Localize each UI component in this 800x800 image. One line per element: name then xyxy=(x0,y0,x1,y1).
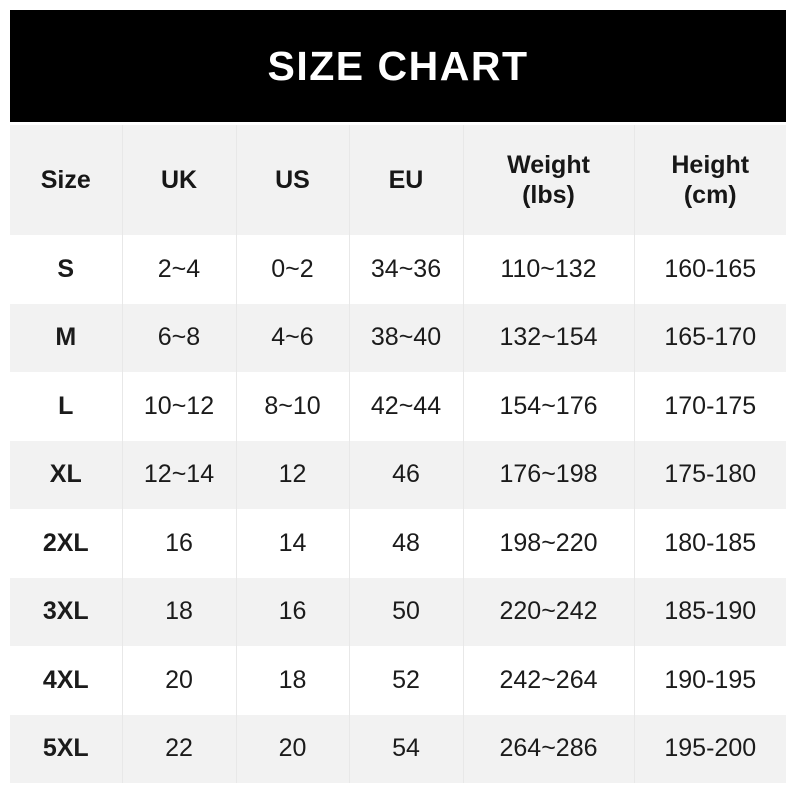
cell-uk: 6~8 xyxy=(122,303,237,372)
cell-uk: 16 xyxy=(122,509,237,578)
cell-uk: 2~4 xyxy=(122,235,237,304)
cell-size: XL xyxy=(10,440,123,509)
column-header-weight: Weight (lbs) xyxy=(463,125,635,235)
cell-size: 4XL xyxy=(10,646,123,715)
cell-eu: 34~36 xyxy=(349,235,464,304)
cell-height: 190-195 xyxy=(634,646,786,715)
cell-uk: 10~12 xyxy=(122,372,237,441)
cell-weight: 110~132 xyxy=(463,235,635,304)
cell-us: 8~10 xyxy=(236,372,350,441)
cell-eu: 46 xyxy=(349,440,464,509)
size-chart-banner: SIZE CHART xyxy=(10,10,786,122)
table-row: XL 12~14 12 46 176~198 175-180 xyxy=(10,440,786,509)
column-header-height-line2: (cm) xyxy=(683,181,737,209)
cell-size: S xyxy=(10,235,123,304)
table-row: 2XL 16 14 48 198~220 180-185 xyxy=(10,509,786,578)
cell-eu: 38~40 xyxy=(349,303,464,372)
cell-height: 160-165 xyxy=(634,235,786,304)
cell-weight: 176~198 xyxy=(463,440,635,509)
cell-uk: 20 xyxy=(122,646,237,715)
cell-weight: 220~242 xyxy=(463,577,635,646)
table-row: L 10~12 8~10 42~44 154~176 170-175 xyxy=(10,372,786,441)
cell-size: 5XL xyxy=(10,714,123,783)
table-body: S 2~4 0~2 34~36 110~132 160-165 M 6~8 4~… xyxy=(10,235,786,783)
cell-height: 195-200 xyxy=(634,714,786,783)
column-header-uk-line1: UK xyxy=(160,165,198,194)
cell-us: 20 xyxy=(236,714,350,783)
table-row: 3XL 18 16 50 220~242 185-190 xyxy=(10,577,786,646)
cell-uk: 12~14 xyxy=(122,440,237,509)
column-header-size-line1: Size xyxy=(40,165,91,194)
cell-size: M xyxy=(10,303,123,372)
column-header-height: Height (cm) xyxy=(634,125,786,235)
cell-size: 3XL xyxy=(10,577,123,646)
cell-uk: 18 xyxy=(122,577,237,646)
table-row: 5XL 22 20 54 264~286 195-200 xyxy=(10,714,786,783)
cell-weight: 198~220 xyxy=(463,509,635,578)
column-header-us: US xyxy=(236,125,350,235)
column-header-uk: UK xyxy=(122,125,237,235)
cell-us: 18 xyxy=(236,646,350,715)
cell-eu: 42~44 xyxy=(349,372,464,441)
column-header-weight-line2: (lbs) xyxy=(522,181,575,209)
column-header-height-line1: Height xyxy=(671,150,750,179)
cell-height: 175-180 xyxy=(634,440,786,509)
table-row: 4XL 20 18 52 242~264 190-195 xyxy=(10,646,786,715)
cell-us: 16 xyxy=(236,577,350,646)
cell-weight: 264~286 xyxy=(463,714,635,783)
cell-weight: 242~264 xyxy=(463,646,635,715)
cell-us: 14 xyxy=(236,509,350,578)
column-header-eu-line1: EU xyxy=(388,165,424,194)
cell-eu: 54 xyxy=(349,714,464,783)
cell-weight: 154~176 xyxy=(463,372,635,441)
cell-eu: 48 xyxy=(349,509,464,578)
cell-height: 180-185 xyxy=(634,509,786,578)
cell-height: 185-190 xyxy=(634,577,786,646)
table-row: M 6~8 4~6 38~40 132~154 165-170 xyxy=(10,303,786,372)
cell-height: 165-170 xyxy=(634,303,786,372)
cell-weight: 132~154 xyxy=(463,303,635,372)
cell-size: 2XL xyxy=(10,509,123,578)
page-title: SIZE CHART xyxy=(267,42,529,89)
header-row: Size UK US EU Weight (lbs) Height (cm) xyxy=(10,125,786,235)
cell-eu: 52 xyxy=(349,646,464,715)
column-header-us-line1: US xyxy=(275,165,310,194)
size-chart-table: Size UK US EU Weight (lbs) Height (cm) xyxy=(10,125,786,783)
table-header: Size UK US EU Weight (lbs) Height (cm) xyxy=(10,125,786,235)
cell-us: 0~2 xyxy=(236,235,350,304)
column-header-eu: EU xyxy=(349,125,464,235)
cell-eu: 50 xyxy=(349,577,464,646)
cell-height: 170-175 xyxy=(634,372,786,441)
column-header-weight-line1: Weight xyxy=(507,150,590,179)
cell-us: 4~6 xyxy=(236,303,350,372)
cell-uk: 22 xyxy=(122,714,237,783)
table-row: S 2~4 0~2 34~36 110~132 160-165 xyxy=(10,235,786,304)
cell-size: L xyxy=(10,372,123,441)
cell-us: 12 xyxy=(236,440,350,509)
column-header-size: Size xyxy=(10,125,123,235)
